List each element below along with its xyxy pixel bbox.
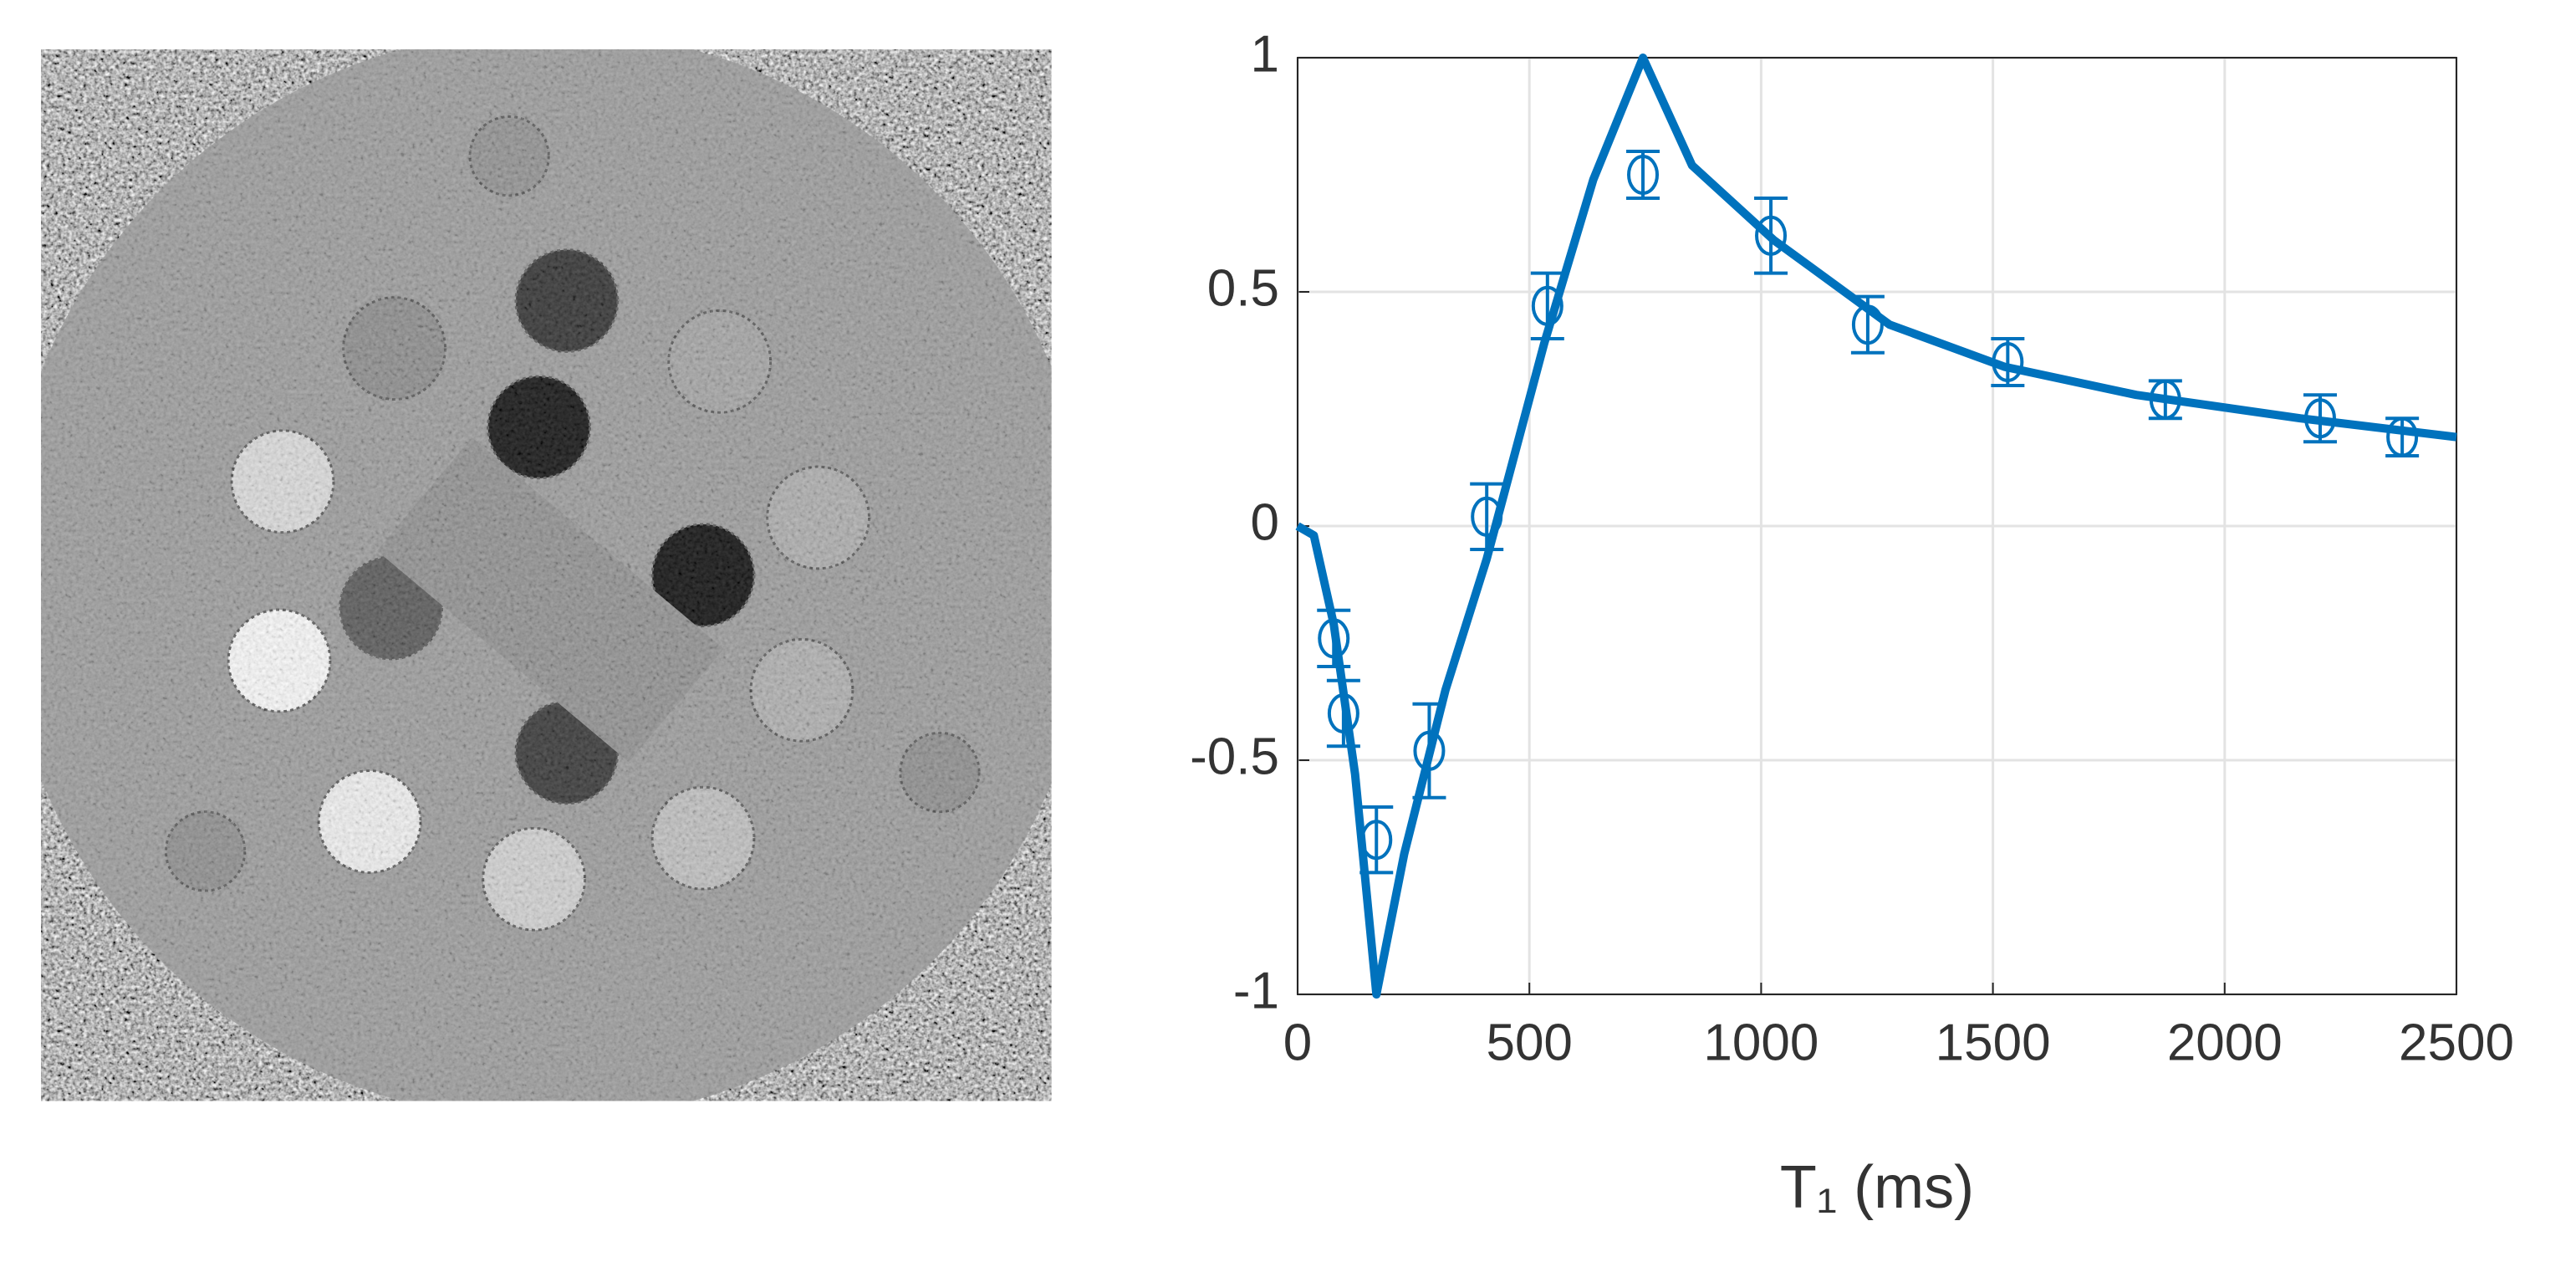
y-tick-label: 0 bbox=[1251, 493, 1279, 551]
x-axis-label: T₁ (ms) bbox=[1780, 1154, 1974, 1221]
y-tick-label: -0.5 bbox=[1190, 728, 1279, 785]
x-tick-label: 500 bbox=[1486, 1014, 1572, 1071]
fit-curve bbox=[1295, 54, 2457, 999]
error-bar-line bbox=[1530, 271, 1564, 340]
x-tick-label: 1000 bbox=[1703, 1014, 1819, 1071]
error-bar bbox=[1626, 150, 1660, 200]
error-bar-line bbox=[1470, 482, 1504, 551]
error-bar-line bbox=[1626, 150, 1660, 200]
x-tick-label: 0 bbox=[1283, 1014, 1312, 1071]
data-point bbox=[1627, 155, 1660, 195]
x-tick-label: 1500 bbox=[1936, 1014, 2051, 1071]
data-point bbox=[1531, 285, 1563, 326]
data-point bbox=[1851, 304, 1884, 345]
data-point bbox=[1992, 342, 2024, 382]
data-point bbox=[1360, 820, 1393, 861]
y-tick-label: 0.5 bbox=[1207, 259, 1279, 317]
data-point bbox=[1755, 215, 1788, 256]
x-tick-label: 2000 bbox=[2167, 1014, 2283, 1071]
error-bar bbox=[1754, 197, 1788, 275]
data-point bbox=[1327, 693, 1359, 733]
error-bar bbox=[1470, 482, 1504, 551]
error-bar bbox=[1991, 337, 2025, 387]
phantom-image bbox=[41, 49, 1052, 1101]
data-point bbox=[2304, 398, 2337, 439]
error-bar bbox=[1412, 702, 1446, 800]
data-point bbox=[2149, 379, 2181, 420]
x-tick-label: 2500 bbox=[2399, 1014, 2514, 1071]
error-bar bbox=[1530, 271, 1564, 340]
data-point bbox=[1471, 496, 1503, 537]
error-bar-line bbox=[1326, 678, 1360, 748]
error-bar-line bbox=[1412, 702, 1446, 800]
y-tick-label: -1 bbox=[1233, 962, 1279, 1019]
y-tick-label: 1 bbox=[1251, 25, 1279, 83]
data-point bbox=[2386, 416, 2419, 457]
error-bar bbox=[1359, 805, 1394, 875]
error-bar bbox=[2303, 393, 2338, 444]
error-bar-line bbox=[1754, 197, 1788, 275]
error-bar-line bbox=[1991, 337, 2025, 387]
error-bar-line bbox=[2303, 393, 2338, 444]
error-bar bbox=[1326, 678, 1360, 748]
error-bar-line bbox=[1359, 805, 1394, 875]
data-point bbox=[1413, 730, 1446, 771]
data-point bbox=[1318, 618, 1350, 659]
